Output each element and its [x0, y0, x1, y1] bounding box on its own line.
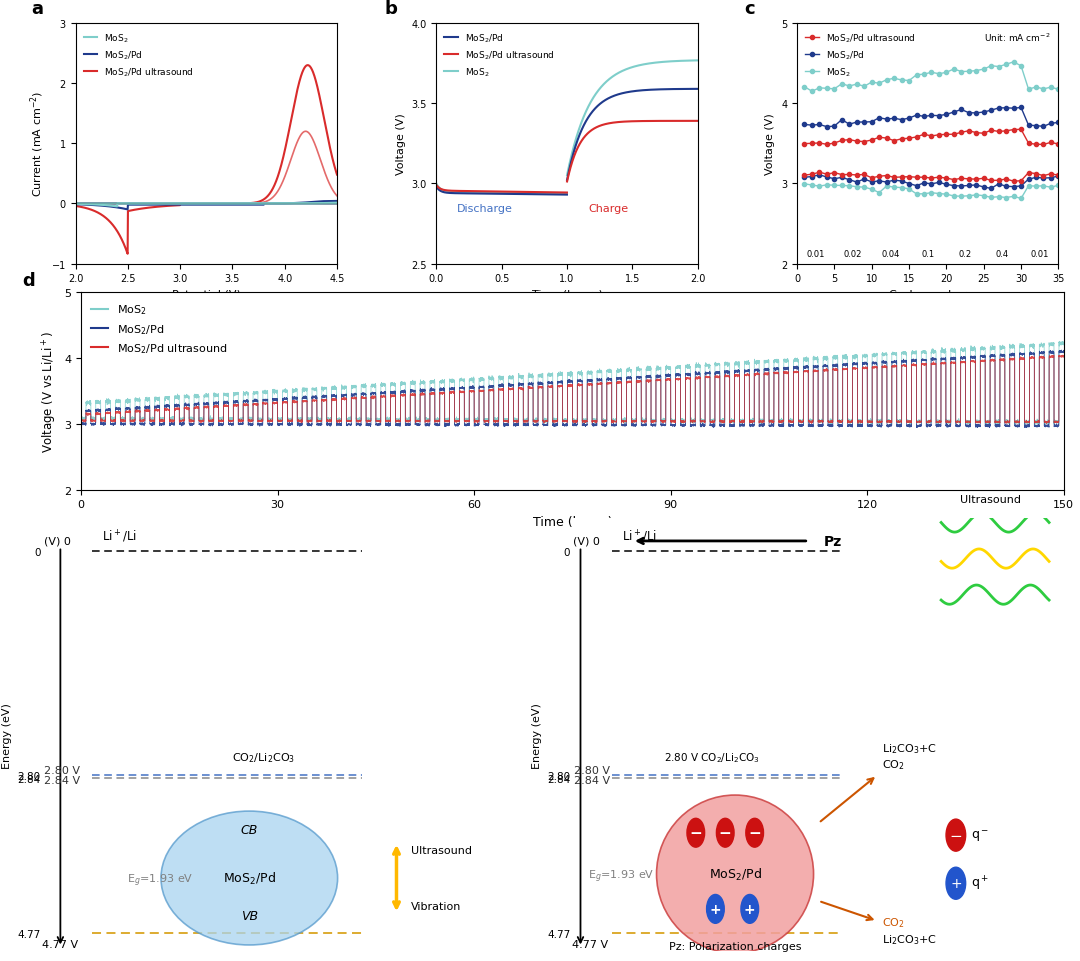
Text: Ultrasound: Ultrasound	[960, 495, 1021, 505]
Text: Ultrasound: Ultrasound	[411, 845, 472, 855]
Text: 4.77 V: 4.77 V	[42, 940, 79, 949]
Text: 4.77 V: 4.77 V	[572, 940, 608, 949]
Text: 2.84 V: 2.84 V	[575, 775, 610, 785]
Text: 2.80 V CO$_2$/Li$_2$CO$_3$: 2.80 V CO$_2$/Li$_2$CO$_3$	[664, 751, 759, 765]
Text: +: +	[744, 902, 756, 916]
Text: MoS$_2$/Pd: MoS$_2$/Pd	[708, 866, 761, 882]
Ellipse shape	[161, 811, 338, 945]
Text: Pz: Polarization charges: Pz: Polarization charges	[669, 942, 801, 951]
Y-axis label: Voltage (V): Voltage (V)	[766, 113, 775, 175]
Text: VB: VB	[241, 908, 258, 922]
Text: Charge: Charge	[588, 204, 629, 213]
Text: Li$^+$/Li: Li$^+$/Li	[622, 529, 658, 545]
Text: Li$_2$CO$_3$+C: Li$_2$CO$_3$+C	[882, 741, 937, 755]
Y-axis label: Energy (eV): Energy (eV)	[1, 702, 12, 768]
Text: 0.2: 0.2	[958, 250, 972, 259]
Text: (V) 0: (V) 0	[44, 536, 71, 547]
Circle shape	[946, 819, 966, 851]
Legend: MoS$_2$, MoS$_2$/Pd, MoS$_2$/Pd ultrasound: MoS$_2$, MoS$_2$/Pd, MoS$_2$/Pd ultrasou…	[80, 29, 198, 83]
X-axis label: Time (hours): Time (hours)	[532, 515, 612, 529]
Circle shape	[946, 868, 966, 899]
Circle shape	[716, 819, 734, 848]
Text: +: +	[950, 876, 961, 890]
Text: Pz: Pz	[823, 534, 841, 549]
X-axis label: Time (hours): Time (hours)	[531, 289, 603, 300]
Text: 0.04: 0.04	[881, 250, 900, 259]
Text: MoS$_2$/Pd: MoS$_2$/Pd	[222, 870, 275, 886]
Text: Li$^+$/Li: Li$^+$/Li	[103, 529, 137, 545]
X-axis label: Cycle number: Cycle number	[889, 289, 967, 300]
Y-axis label: Current (mA cm$^{-2}$): Current (mA cm$^{-2}$)	[28, 91, 46, 197]
Text: 2.84 V: 2.84 V	[44, 775, 80, 785]
Text: +: +	[710, 902, 721, 916]
Legend: MoS$_2$, MoS$_2$/Pd, MoS$_2$/Pd ultrasound: MoS$_2$, MoS$_2$/Pd, MoS$_2$/Pd ultrasou…	[86, 299, 231, 360]
Text: c: c	[745, 0, 755, 18]
Text: d: d	[22, 271, 35, 289]
Text: b: b	[384, 0, 397, 18]
Circle shape	[706, 895, 725, 924]
Text: 0.01: 0.01	[1030, 250, 1049, 259]
Circle shape	[741, 895, 758, 924]
Text: a: a	[31, 0, 43, 18]
Text: 2.80 V: 2.80 V	[44, 766, 80, 776]
Text: −: −	[949, 827, 962, 843]
Text: q$^-$: q$^-$	[971, 827, 988, 843]
Text: Unit: mA cm$^{-2}$: Unit: mA cm$^{-2}$	[984, 32, 1051, 43]
Text: Discharge: Discharge	[457, 204, 513, 213]
Legend: MoS$_2$/Pd ultrasound, MoS$_2$/Pd, MoS$_2$: MoS$_2$/Pd ultrasound, MoS$_2$/Pd, MoS$_…	[801, 29, 919, 83]
Text: −: −	[689, 825, 702, 840]
Text: q$^+$: q$^+$	[971, 875, 988, 893]
Text: 2.80 V: 2.80 V	[575, 766, 610, 776]
Text: Vibration: Vibration	[411, 901, 461, 911]
Y-axis label: Voltage (V vs Li/Li$^+$): Voltage (V vs Li/Li$^+$)	[40, 331, 58, 453]
X-axis label: Potential (V): Potential (V)	[172, 289, 241, 300]
Y-axis label: Voltage (V): Voltage (V)	[395, 113, 405, 175]
Text: (V) 0: (V) 0	[573, 536, 600, 547]
Text: Li$_2$CO$_3$+C: Li$_2$CO$_3$+C	[882, 932, 937, 947]
Text: E$_g$=1.93 eV: E$_g$=1.93 eV	[588, 868, 654, 884]
Circle shape	[746, 819, 764, 848]
Text: 0.01: 0.01	[807, 250, 825, 259]
Text: −: −	[719, 825, 731, 840]
Text: CO$_2$: CO$_2$	[882, 757, 905, 771]
Text: −: −	[748, 825, 761, 840]
Y-axis label: Energy (eV): Energy (eV)	[531, 702, 541, 768]
Text: E$_g$=1.93 eV: E$_g$=1.93 eV	[126, 872, 193, 888]
Text: 0.02: 0.02	[843, 250, 862, 259]
Text: CB: CB	[241, 823, 258, 836]
Text: CO$_2$: CO$_2$	[882, 915, 905, 928]
Text: 0.1: 0.1	[921, 250, 934, 259]
Text: CO$_2$/Li$_2$CO$_3$: CO$_2$/Li$_2$CO$_3$	[232, 751, 296, 765]
Text: 0.4: 0.4	[996, 250, 1009, 259]
Ellipse shape	[657, 796, 813, 953]
Circle shape	[687, 819, 704, 848]
Legend: MoS$_2$/Pd, MoS$_2$/Pd ultrasound, MoS$_2$: MoS$_2$/Pd, MoS$_2$/Pd ultrasound, MoS$_…	[441, 29, 558, 83]
